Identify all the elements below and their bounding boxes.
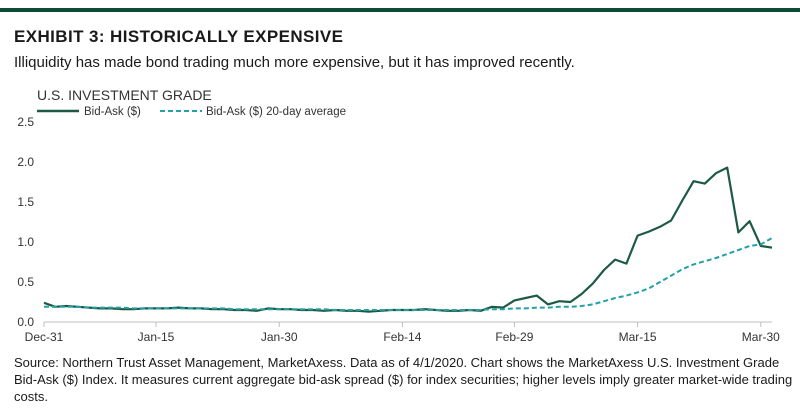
y-tick-label: 1.0 bbox=[17, 235, 34, 249]
legend-label-dashed: Bid-Ask ($) 20-day average bbox=[206, 106, 346, 118]
x-tick-label: Jan-30 bbox=[261, 330, 298, 344]
chart: U.S. INVESTMENT GRADE Bid-Ask ($) Bid-As… bbox=[0, 84, 800, 346]
source-note: Source: Northern Trust Asset Management,… bbox=[14, 355, 793, 404]
x-tick-label: Dec-31 bbox=[25, 330, 64, 344]
x-tick-label: Mar-30 bbox=[742, 330, 780, 344]
chart-title: U.S. INVESTMENT GRADE bbox=[37, 87, 212, 103]
y-tick-label: 2.5 bbox=[17, 115, 34, 129]
y-tick-label: 2.0 bbox=[17, 155, 34, 169]
exhibit-title: EXHIBIT 3: HISTORICALLY EXPENSIVE bbox=[14, 27, 344, 46]
chart-svg: U.S. INVESTMENT GRADE Bid-Ask ($) Bid-As… bbox=[17, 87, 780, 344]
y-tick-label: 0.5 bbox=[17, 275, 34, 289]
x-tick-label: Feb-14 bbox=[383, 330, 421, 344]
axes: 0.0 0.5 1.0 1.5 2.0 2.5 Dec-31 Jan-15 Jan-30 Feb-… bbox=[17, 115, 780, 344]
y-tick-label: 0.0 bbox=[17, 315, 34, 329]
exhibit-subtitle: Illiquidity has made bond trading much m… bbox=[14, 54, 575, 71]
legend-label-solid: Bid-Ask ($) bbox=[84, 106, 141, 118]
x-tick-label: Jan-15 bbox=[138, 330, 175, 344]
series-line-20-day-average bbox=[44, 237, 773, 311]
y-tick-label: 1.5 bbox=[17, 195, 34, 209]
x-tick-label: Mar-15 bbox=[619, 330, 657, 344]
legend: Bid-Ask ($) Bid-Ask ($) 20-day average bbox=[37, 106, 346, 118]
series-layer bbox=[43, 166, 773, 313]
top-rule bbox=[0, 8, 800, 12]
x-tick-label: Feb-29 bbox=[495, 330, 533, 344]
series-line-bid-ask bbox=[43, 166, 773, 313]
